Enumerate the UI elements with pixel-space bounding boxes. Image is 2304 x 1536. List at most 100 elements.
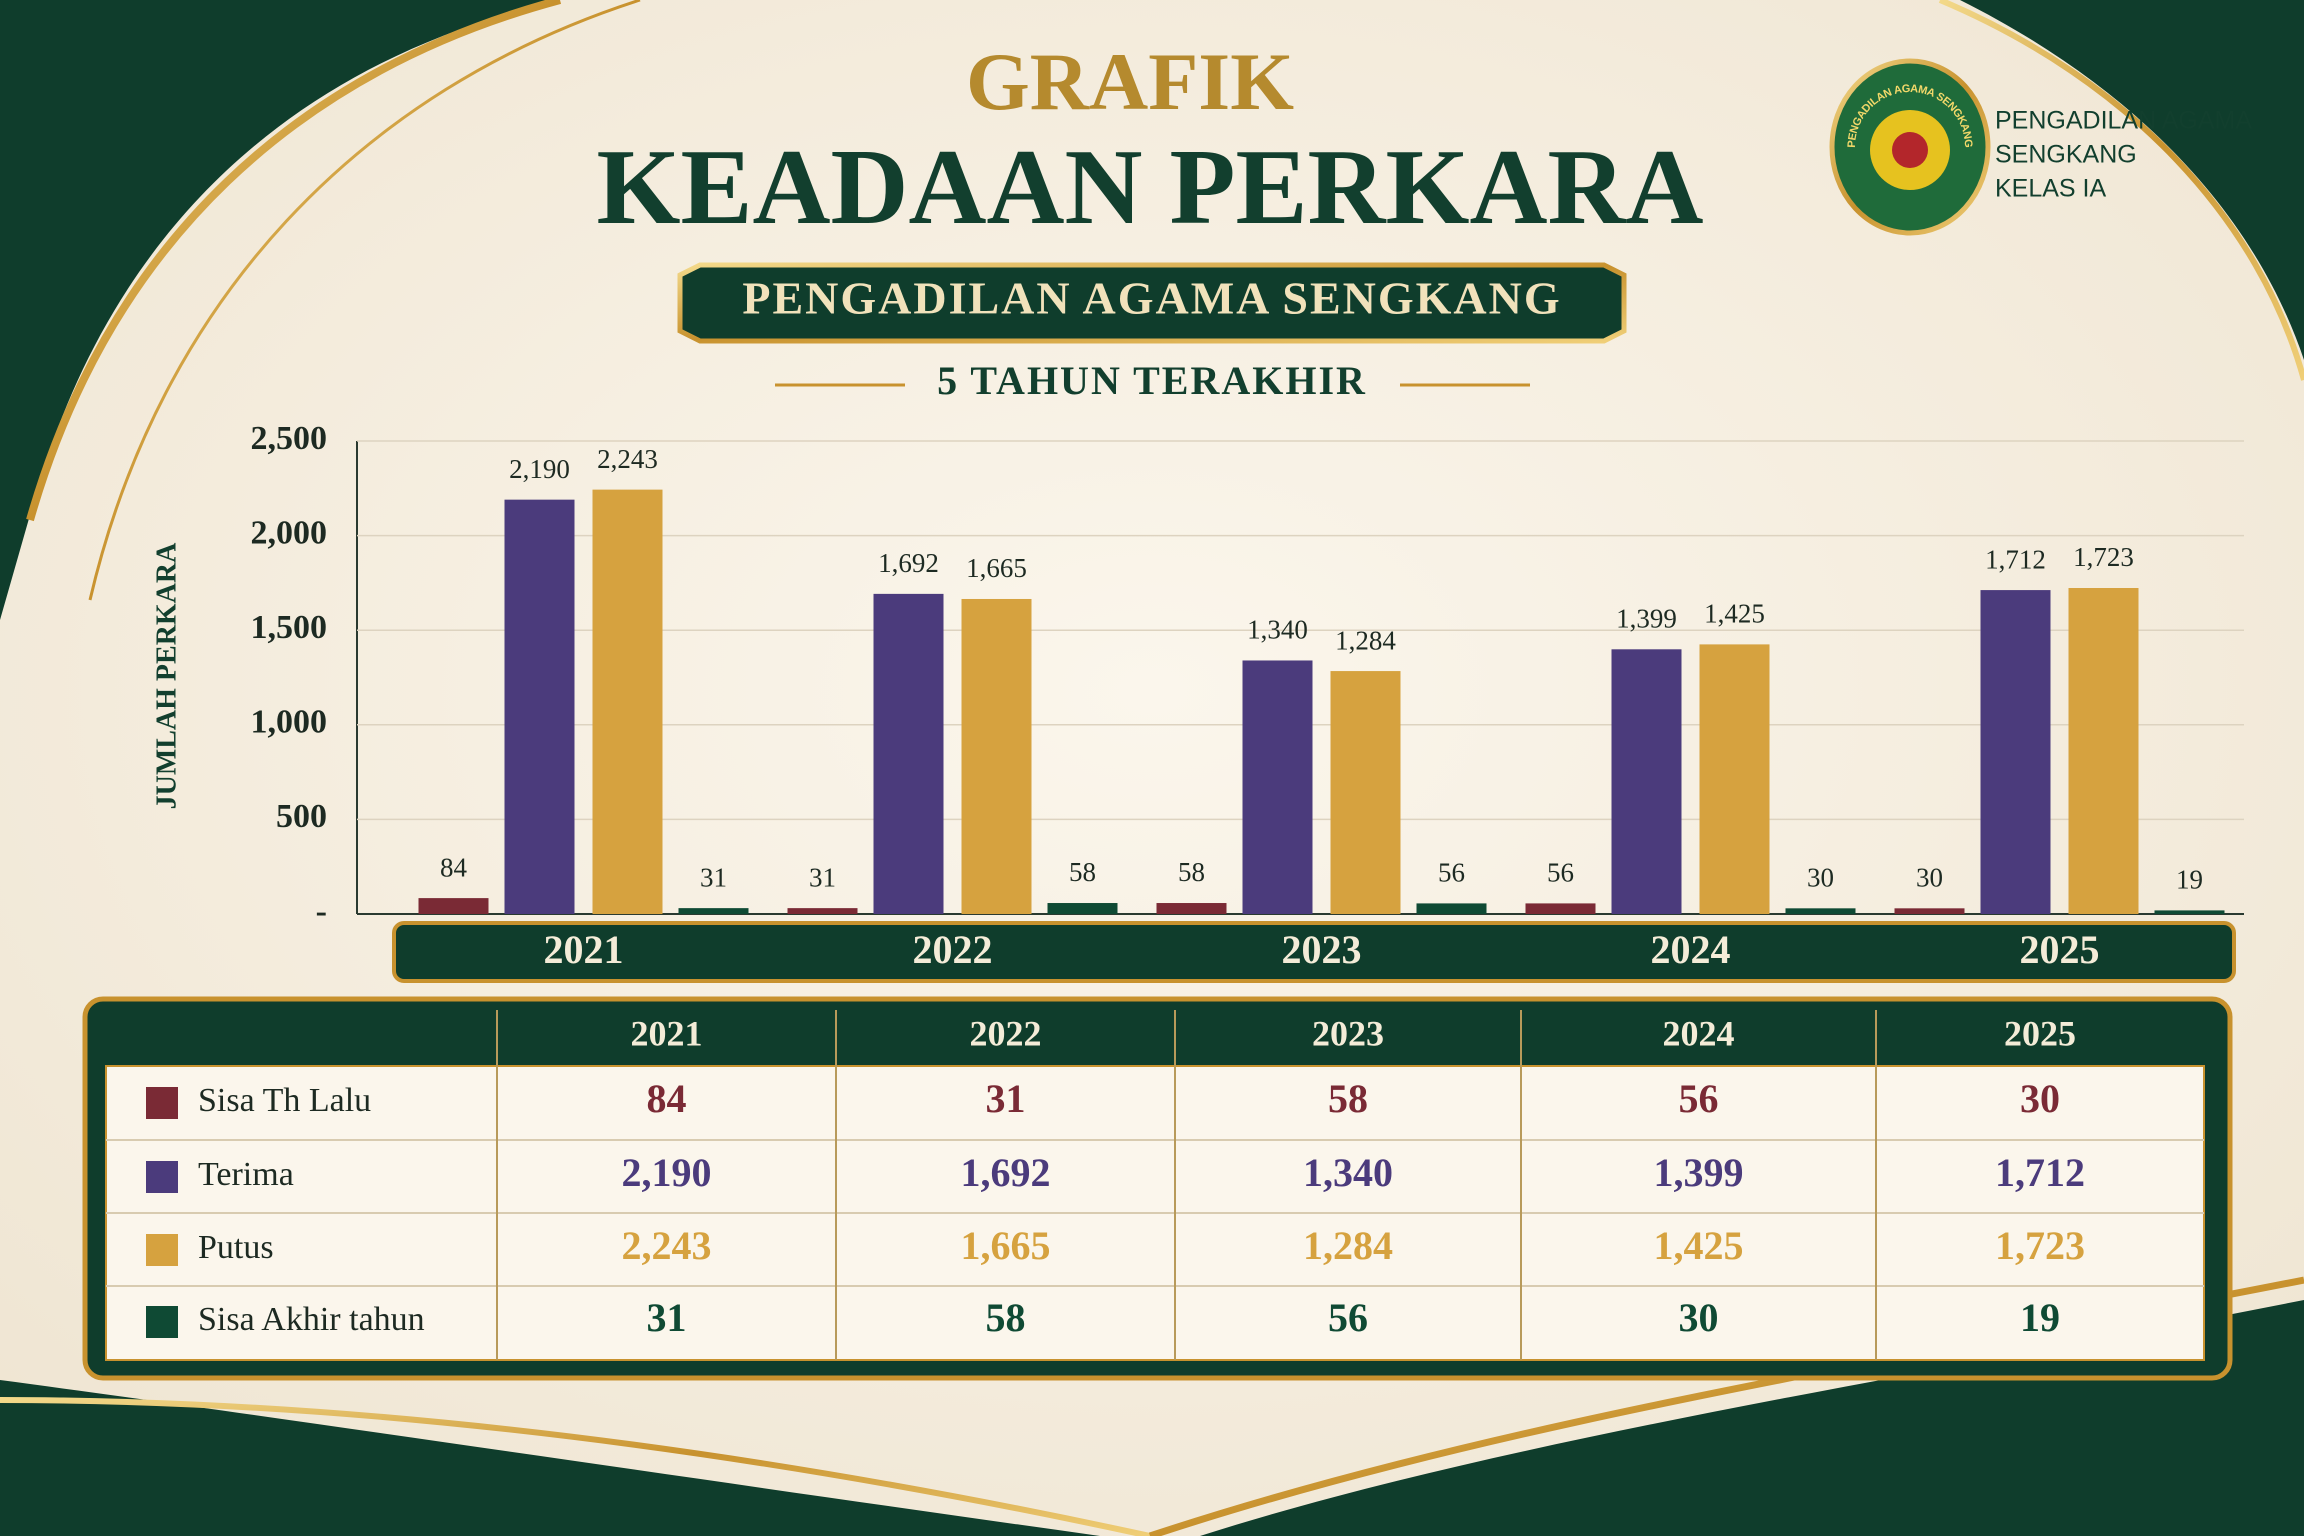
data-label: 31	[700, 862, 727, 892]
bar	[961, 598, 1032, 914]
table-cell: 1,425	[1654, 1223, 1744, 1268]
data-label: 30	[1916, 863, 1943, 893]
bar	[1611, 649, 1682, 914]
data-label: 1,284	[1335, 625, 1396, 655]
data-label: 56	[1438, 858, 1465, 888]
x-tick-label: 2021	[544, 927, 624, 972]
subtitle: PENGADILAN AGAMA SENGKANG	[742, 273, 1561, 324]
title-top: GRAFIK	[966, 36, 1294, 127]
data-label: 1,425	[1704, 599, 1765, 629]
bar	[1242, 660, 1313, 914]
bar	[1416, 903, 1487, 914]
plot: - 500 1,000 1,500 2,000 2,500 2021 84 2,190 2,243…	[251, 420, 2244, 983]
bar	[592, 489, 663, 914]
logo-text: PENGADILAN AGAMA SENGKANG KELAS IA	[1995, 107, 2252, 203]
table-cell: 1,665	[961, 1223, 1051, 1268]
y-tick-label: 2,000	[251, 514, 328, 551]
bar	[1699, 644, 1770, 914]
subtitle-ribbon	[677, 262, 1627, 344]
legend-swatch	[146, 1087, 178, 1119]
title: KEADAAN PERKARA	[597, 128, 1704, 247]
data-label: 19	[2176, 865, 2203, 895]
y-tick-label: 1,500	[251, 609, 328, 646]
bar	[678, 908, 749, 914]
x-tick-label: 2023	[1282, 927, 1362, 972]
gold-curve	[26, 0, 562, 522]
table-cell: 1,284	[1303, 1223, 1393, 1268]
table-cell: 1,399	[1654, 1150, 1744, 1195]
bar	[2068, 588, 2139, 914]
bar	[1525, 903, 1596, 914]
table-cell: 1,712	[1995, 1150, 2085, 1195]
data-label: 31	[809, 862, 836, 892]
table-cell: 84	[647, 1076, 687, 1121]
y-tick-label: 1,000	[251, 704, 328, 741]
y-tick-label: 500	[276, 798, 327, 835]
corner-swirl	[1960, 0, 2304, 360]
bar	[787, 908, 858, 914]
bar	[873, 593, 944, 914]
data-label: 1,399	[1616, 604, 1677, 634]
table-cell: 1,692	[961, 1150, 1051, 1195]
table-header: 2023	[1312, 1013, 1384, 1053]
x-tick-label: 2022	[913, 927, 993, 972]
x-tick-label: 2025	[2020, 927, 2100, 972]
table-cell: 19	[2020, 1295, 2060, 1340]
period: 5 TAHUN TERAKHIR	[937, 358, 1367, 403]
table-cell: 58	[1328, 1076, 1368, 1121]
bar	[1156, 903, 1227, 914]
table-cell: 30	[1679, 1295, 1719, 1340]
row-label: Sisa Th Lalu	[198, 1082, 371, 1119]
data-label: 56	[1547, 858, 1574, 888]
table-cell: 2,243	[622, 1223, 712, 1268]
logo-line: KELAS IA	[1995, 175, 2106, 203]
corner-swirl	[0, 0, 560, 620]
table-cell: 2,190	[622, 1150, 712, 1195]
row-label: Sisa Akhir tahun	[198, 1301, 425, 1338]
table-cell: 1,723	[1995, 1223, 2085, 1268]
bar	[1330, 671, 1401, 914]
row-label: Terima	[198, 1156, 294, 1193]
gold-curve	[1938, 0, 2304, 381]
data-label: 2,243	[597, 444, 658, 474]
table-header: 2025	[2004, 1013, 2076, 1053]
data-label: 1,692	[878, 548, 939, 578]
data-label: 1,340	[1247, 615, 1308, 645]
data-table: 2021 2022 2023 2024 2025 Sisa Th Lalu 84 31 58 56…	[82, 996, 2233, 1381]
logo-center	[1892, 132, 1928, 168]
table-header: 2022	[970, 1013, 1042, 1053]
bar	[504, 499, 575, 914]
data-label: 30	[1807, 863, 1834, 893]
bar	[1047, 903, 1118, 914]
table-cell: 56	[1328, 1295, 1368, 1340]
row-label: Putus	[198, 1229, 274, 1266]
data-label: 1,712	[1985, 544, 2046, 574]
logo-line: SENGKANG	[1995, 141, 2137, 169]
data-label: 2,190	[509, 454, 570, 484]
corner-swirl	[0, 1380, 1100, 1536]
year-banner	[392, 921, 2236, 983]
table-cell: 31	[647, 1295, 687, 1340]
data-label: 84	[440, 852, 468, 882]
table-cell: 30	[2020, 1076, 2060, 1121]
table-header: 2021	[631, 1013, 703, 1053]
y-tick-label: 2,500	[251, 420, 328, 457]
bar	[2154, 910, 2225, 914]
data-label: 58	[1069, 857, 1096, 887]
table-header: 2024	[1663, 1013, 1735, 1053]
legend-swatch	[146, 1234, 178, 1266]
bar	[1894, 908, 1965, 914]
bar	[1980, 590, 2051, 914]
data-label: 1,665	[966, 553, 1027, 583]
table-cell: 58	[986, 1295, 1026, 1340]
y-axis-label: JUMLAH PERKARA	[151, 542, 182, 810]
logo-line: PENGADILAN AGAMA	[1995, 107, 2252, 135]
gold-curve	[88, 0, 641, 601]
x-tick-label: 2024	[1651, 927, 1731, 972]
legend-swatch	[146, 1306, 178, 1338]
table-cell: 1,340	[1303, 1150, 1393, 1195]
data-label: 1,723	[2073, 542, 2134, 572]
table-cell: 31	[986, 1076, 1026, 1121]
y-tick-label: -	[316, 893, 327, 930]
